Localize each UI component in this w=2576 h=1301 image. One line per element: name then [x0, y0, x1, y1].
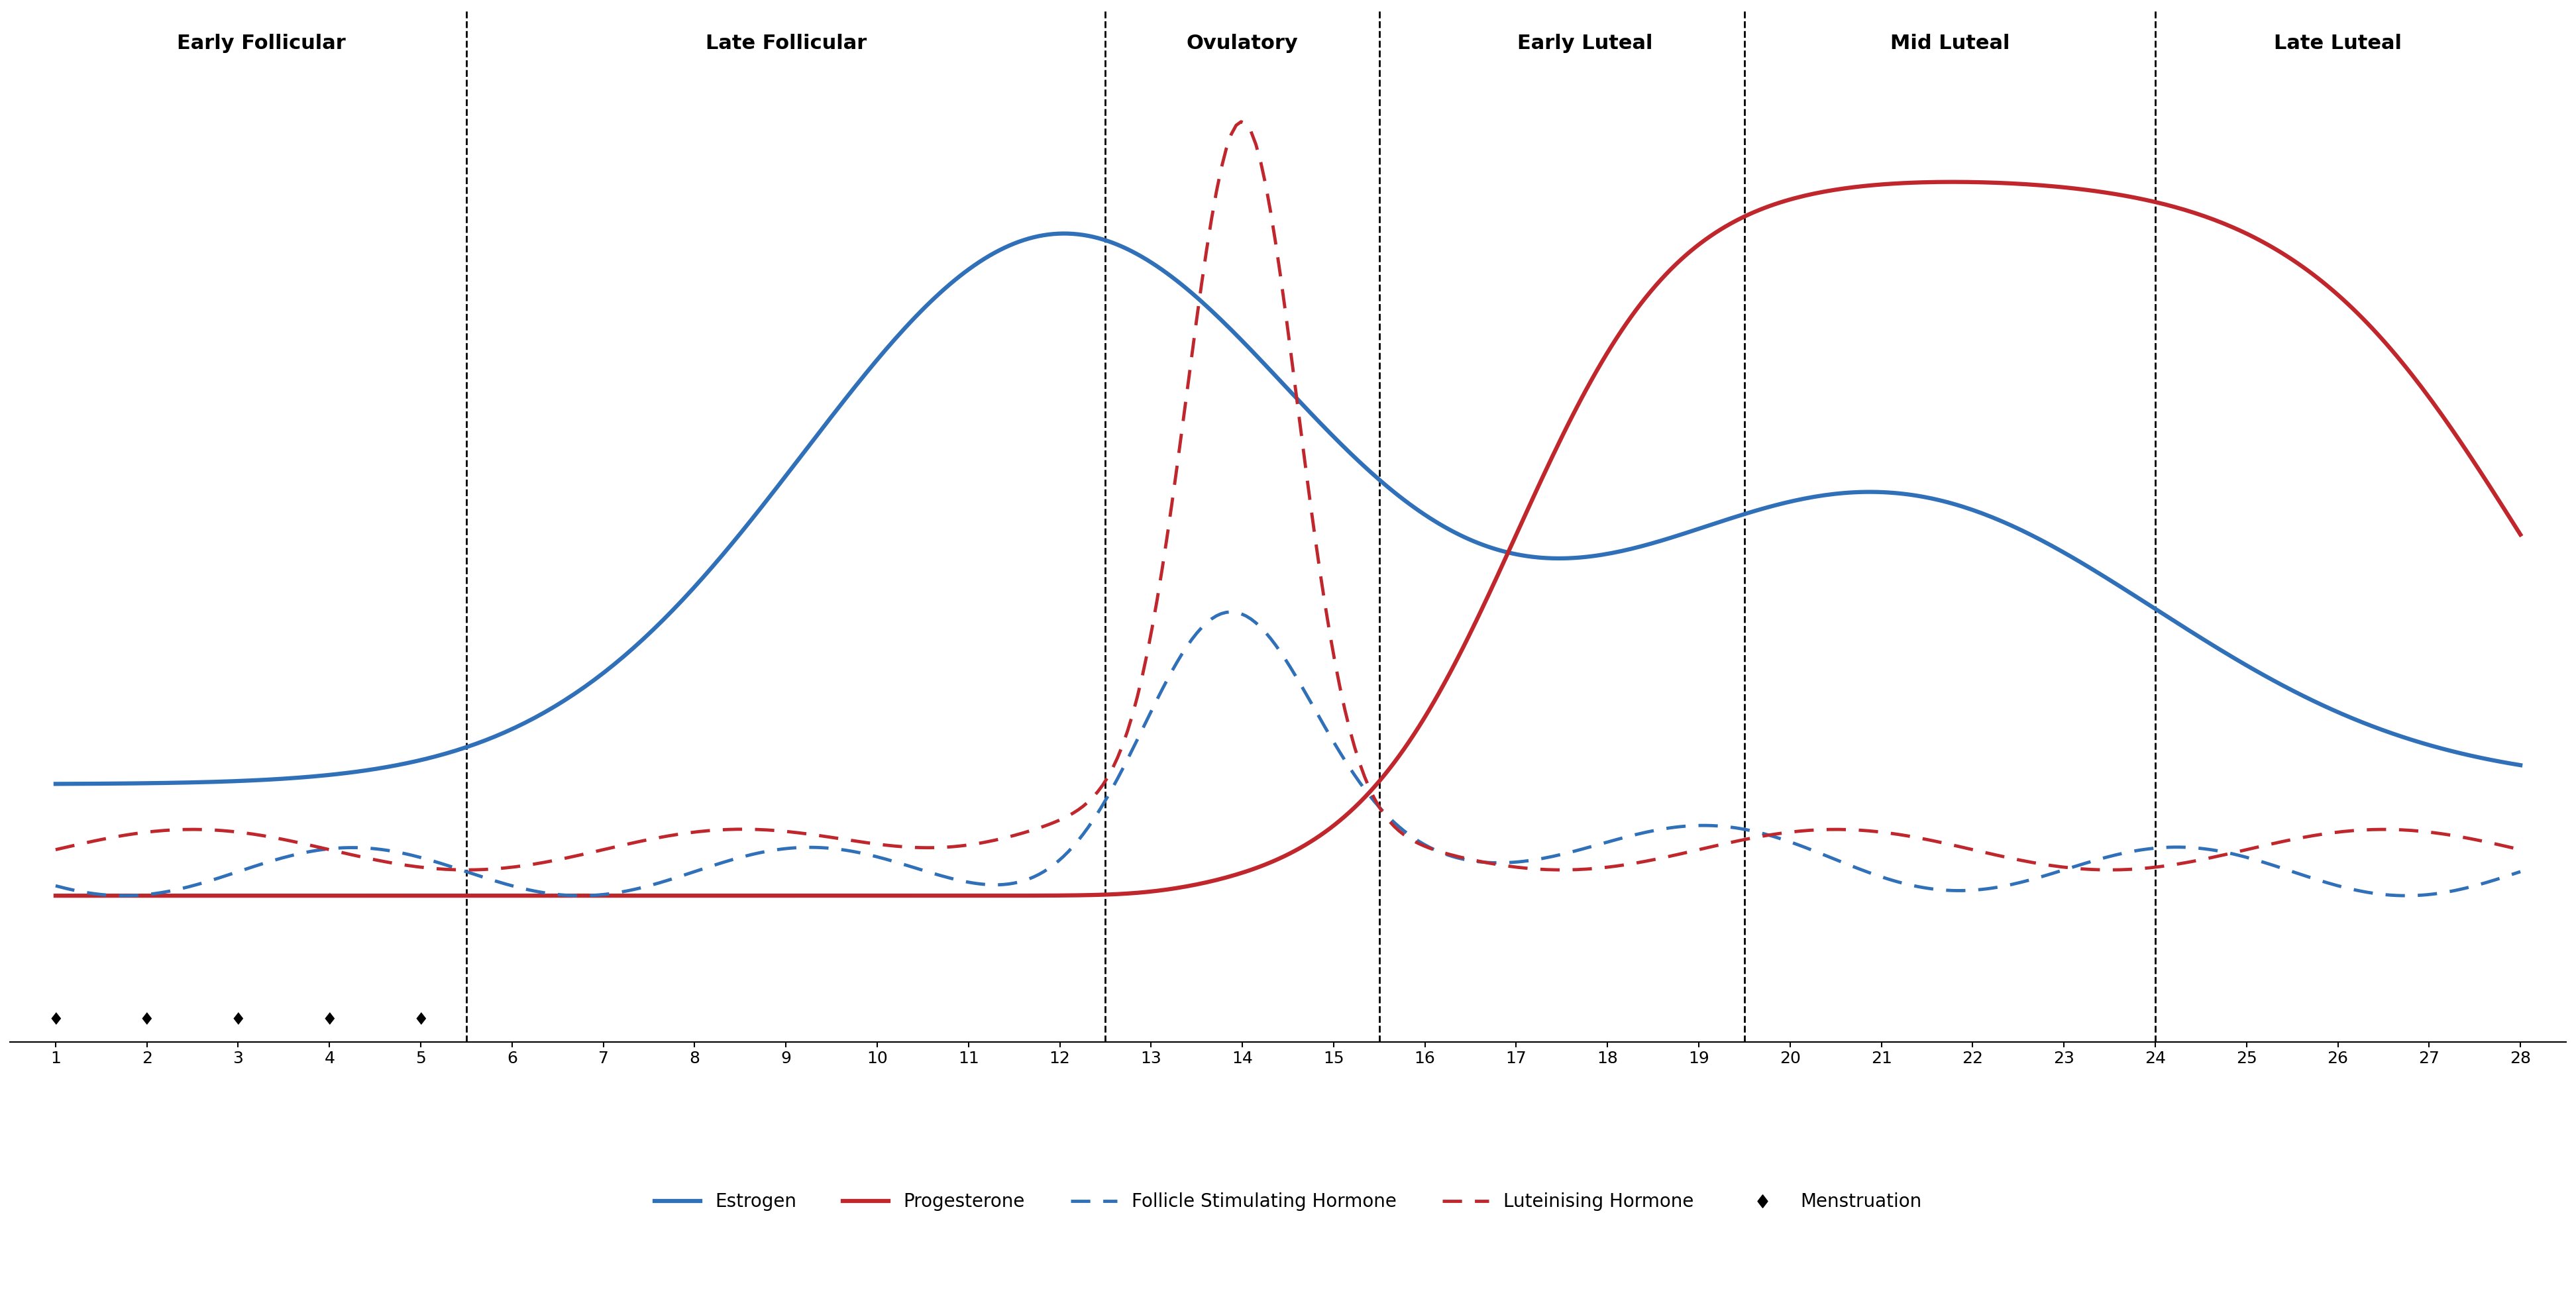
Text: ♦: ♦: [322, 1012, 337, 1029]
Legend: Estrogen, Progesterone, Follicle Stimulating Hormone, Luteinising Hormone, Menst: Estrogen, Progesterone, Follicle Stimula…: [647, 1185, 1929, 1219]
Text: ♦: ♦: [49, 1012, 64, 1029]
Text: Ovulatory: Ovulatory: [1188, 34, 1298, 53]
Text: Early Follicular: Early Follicular: [178, 34, 345, 53]
Text: Late Luteal: Late Luteal: [2275, 34, 2401, 53]
Text: Early Luteal: Early Luteal: [1517, 34, 1651, 53]
Text: Mid Luteal: Mid Luteal: [1891, 34, 2009, 53]
Text: Late Follicular: Late Follicular: [706, 34, 866, 53]
Text: ♦: ♦: [229, 1012, 245, 1029]
Text: ♦: ♦: [139, 1012, 155, 1029]
Text: ♦: ♦: [412, 1012, 428, 1029]
